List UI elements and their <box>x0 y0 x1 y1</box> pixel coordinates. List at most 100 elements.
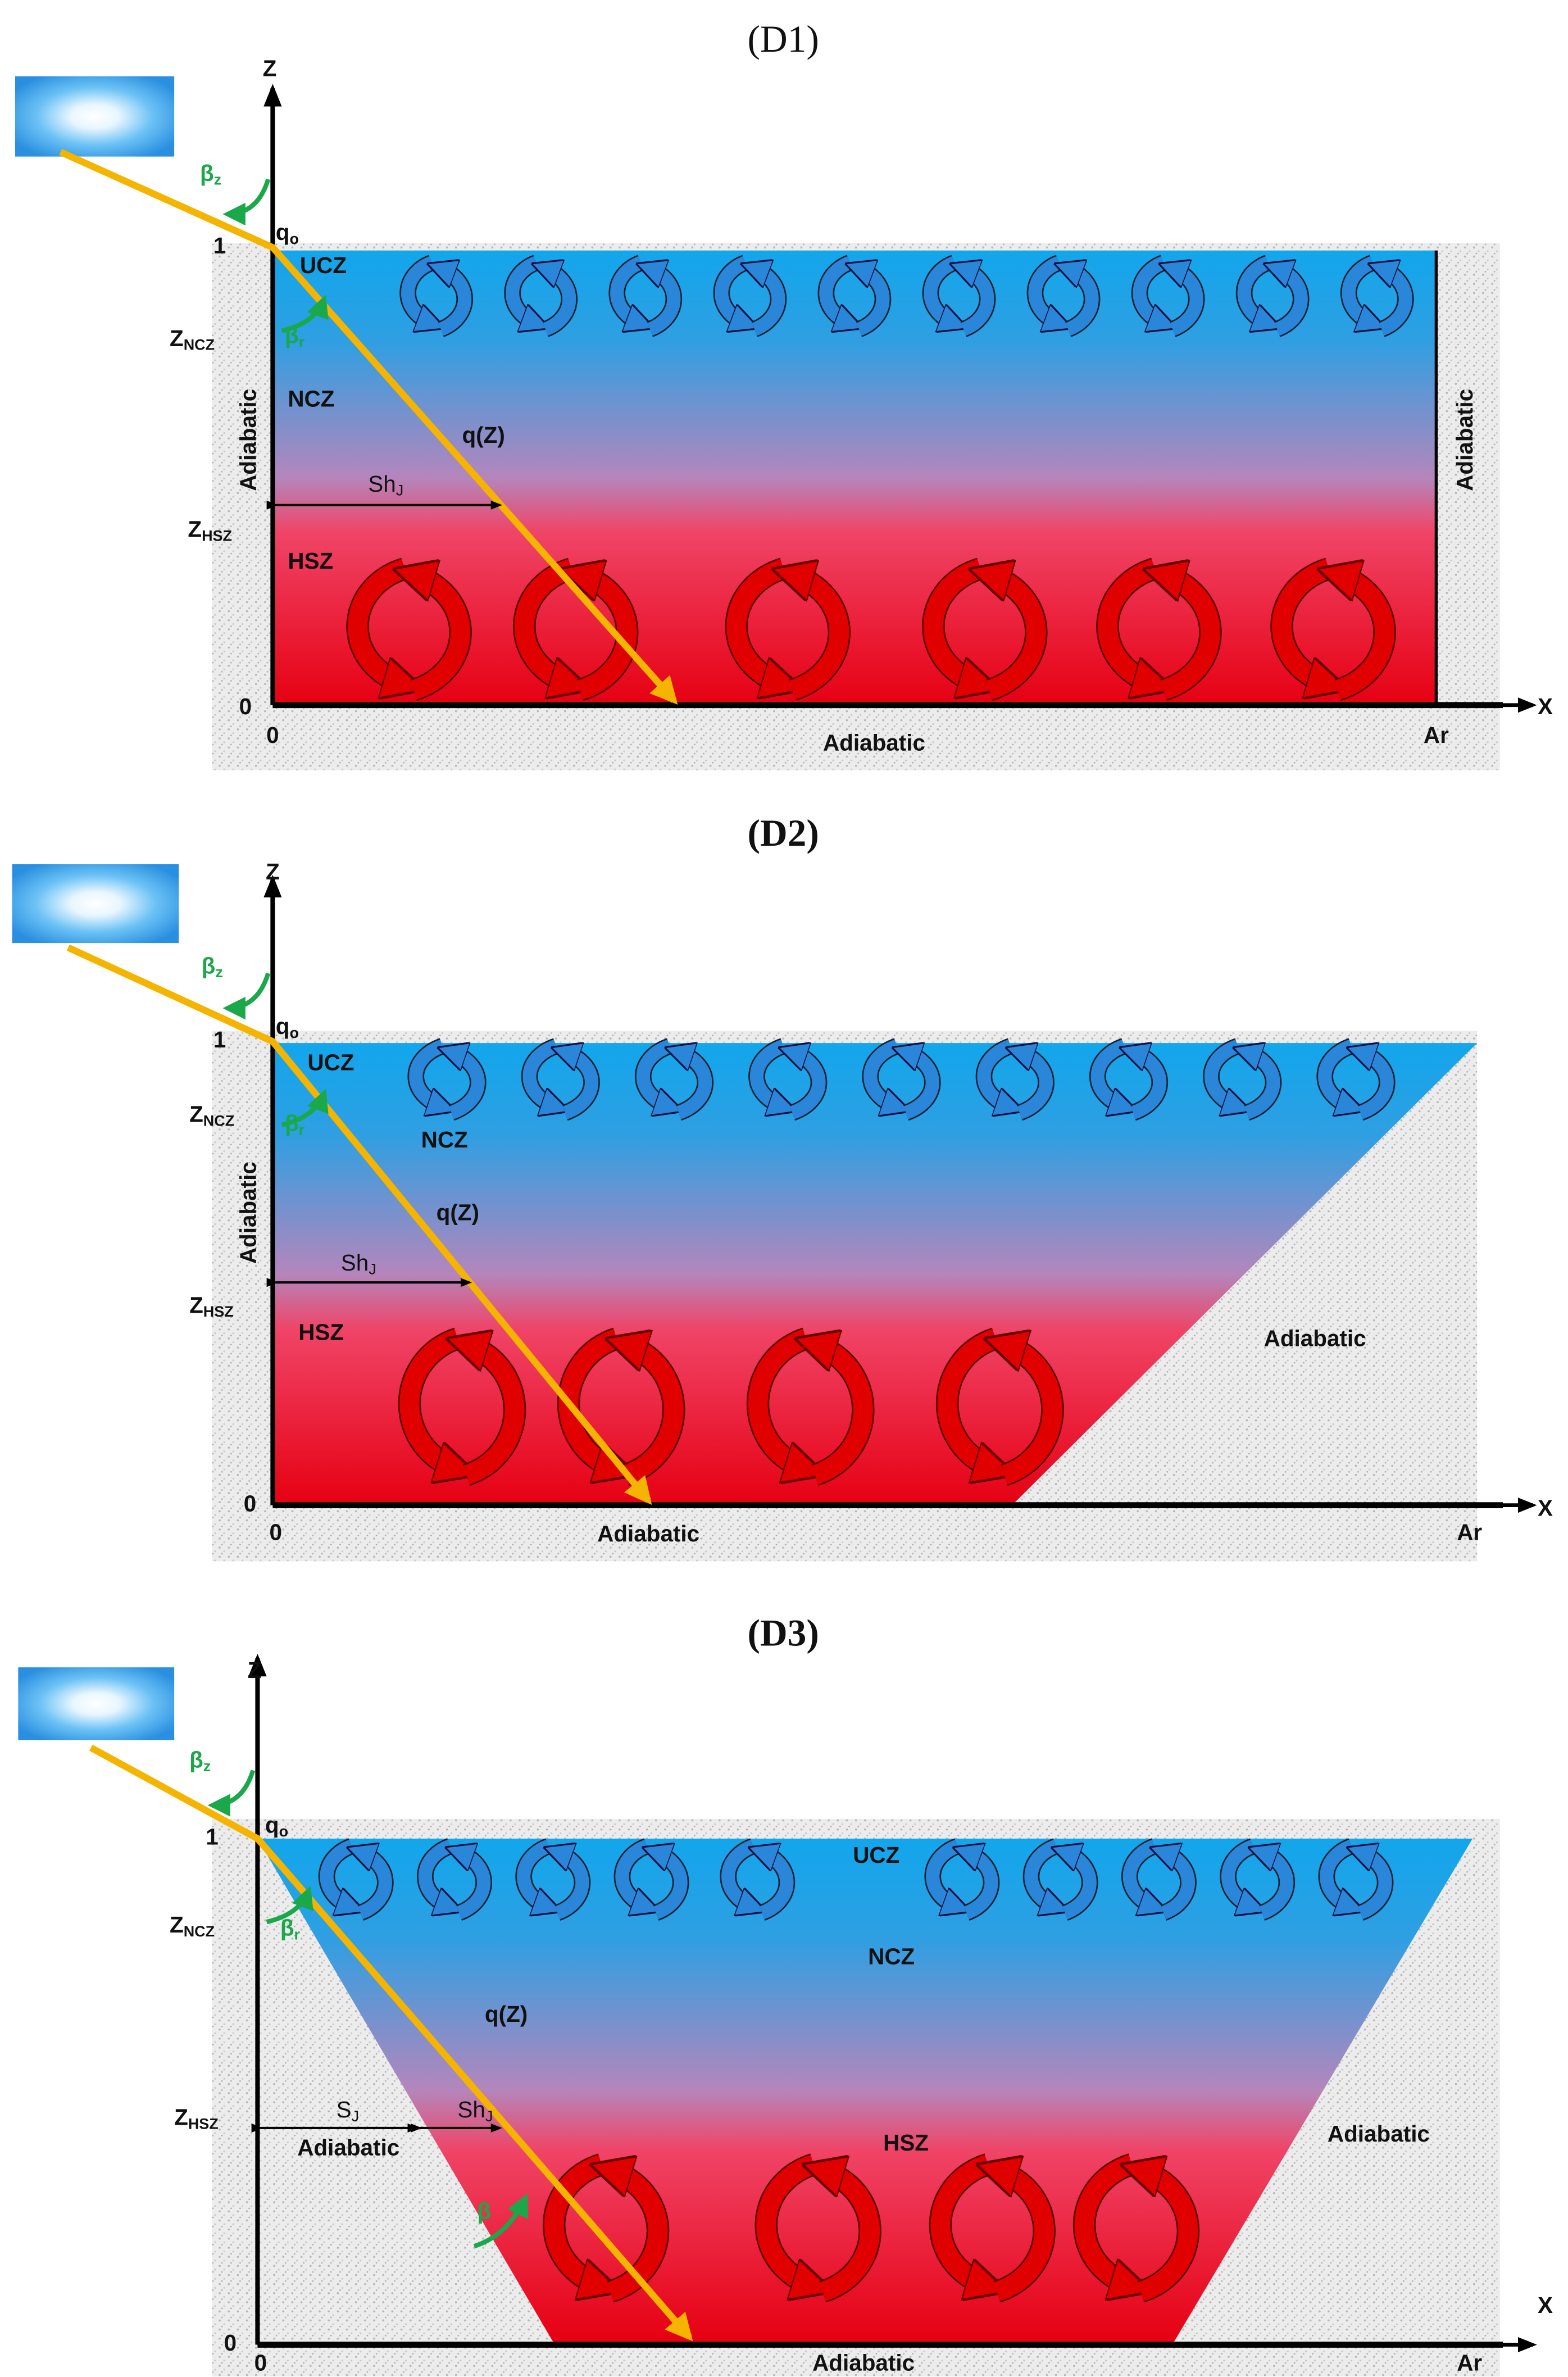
cell-arc <box>755 269 785 336</box>
cell-arc <box>656 1852 688 1920</box>
panel-title: (D3) <box>748 1612 819 1654</box>
x-right-label: Ar <box>1457 2349 1482 2375</box>
cell-arc <box>565 1052 599 1119</box>
cell-arc <box>467 1345 525 1485</box>
convection-cell-red <box>746 1327 875 1486</box>
z-bottom-label: 0 <box>244 1490 256 1516</box>
adiabatic-label: Adiabatic <box>823 730 925 756</box>
cell-arc <box>822 2170 880 2301</box>
cell-arc <box>452 1052 485 1119</box>
x-right-label: Ar <box>1457 1519 1482 1545</box>
beta-z-label: βz <box>189 1747 211 1775</box>
convection-cell-blue <box>1316 1038 1396 1121</box>
q0-label-main: q <box>276 219 290 245</box>
setback-label: SJ <box>337 2097 359 2125</box>
z-axis-label: Z <box>266 859 280 884</box>
cell-arc <box>1097 559 1154 684</box>
sun <box>18 1667 175 1740</box>
cell-arc <box>626 1345 684 1485</box>
convection-cell-red <box>512 557 639 701</box>
convection-cell-blue <box>1026 255 1101 337</box>
beta-z-label-sub: z <box>215 964 222 981</box>
z-bottom-label: 0 <box>224 2330 237 2356</box>
cell-arc <box>546 269 576 336</box>
adiabatic-label: Adiabatic <box>597 1521 699 1546</box>
z-axis-label: Z <box>248 1657 262 1683</box>
beta-z-label: βz <box>202 952 223 981</box>
ucz-label: UCZ <box>300 252 347 278</box>
cell-arc <box>611 2170 668 2301</box>
cell-arc <box>863 1040 897 1107</box>
convection-cell-blue <box>720 1838 796 1921</box>
z-bottom-label: 0 <box>239 693 252 719</box>
cell-arc <box>320 1839 352 1907</box>
q0-label: qo <box>276 1013 299 1041</box>
beta-z-label-sub: z <box>203 1758 211 1775</box>
convection-cell-blue <box>318 1838 394 1921</box>
ucz-label: UCZ <box>307 1050 354 1076</box>
beta-r-label: βr <box>285 1110 305 1138</box>
convection-cell-blue <box>1089 1038 1169 1121</box>
cell-arc <box>926 1839 957 1907</box>
sun <box>15 76 175 157</box>
beta-r-arrow <box>281 294 329 333</box>
cell-arc <box>1020 1052 1053 1119</box>
z-ncz-label: ZNCZ <box>189 1101 234 1129</box>
cell-arc <box>401 256 431 323</box>
cell-arc <box>1237 256 1268 323</box>
z-hsz-label: ZHSZ <box>189 1292 234 1320</box>
flux-label: q(Z) <box>437 1200 479 1226</box>
shading-label-sub: J <box>369 1261 376 1278</box>
x-left-label: 0 <box>266 722 279 748</box>
convection-cell-red <box>543 2153 670 2303</box>
cell-arc <box>1074 2154 1131 2286</box>
shading-label-main: Sh <box>341 1250 369 1276</box>
cell-arc <box>1065 1852 1097 1920</box>
cell-arc <box>1204 1040 1238 1107</box>
convection-cell-blue <box>1235 255 1310 337</box>
beta-z-arrow <box>222 972 271 1020</box>
flux-label: q(Z) <box>462 422 505 448</box>
z-axis-label: Z <box>263 56 277 81</box>
ncz-label: NCZ <box>421 1127 468 1153</box>
q0-label: qo <box>265 1812 288 1840</box>
cell-arc <box>997 2170 1055 2301</box>
q0-label: qo <box>276 219 299 247</box>
cell-arc <box>1262 1852 1294 1920</box>
cell-arc <box>1247 1052 1280 1119</box>
convection-cell-blue <box>1121 1838 1197 1921</box>
cell-arc <box>409 1040 442 1107</box>
cell-arc <box>580 575 637 700</box>
z-top-label: 1 <box>213 233 226 258</box>
x-left-label: 0 <box>270 1519 283 1545</box>
cell-arc <box>1277 269 1308 336</box>
cell-arc <box>748 1329 806 1469</box>
beta-z-label-sub: z <box>214 171 221 188</box>
z-hsz-label-sub: HSZ <box>188 2116 219 2133</box>
cell-arc <box>517 1839 548 1907</box>
convection-cell-blue <box>399 255 473 337</box>
beta-z-arrow <box>207 1770 256 1817</box>
cell-arc <box>966 1852 998 1920</box>
cell-arc <box>650 269 681 336</box>
cell-arc <box>756 2154 813 2286</box>
shading-label-main: Sh <box>368 470 396 496</box>
convection-cell-red <box>398 1327 526 1486</box>
cell-arc <box>1381 269 1412 336</box>
beta-r-arrow <box>281 1088 329 1127</box>
solar-ray <box>59 148 678 705</box>
panel-title: (D2) <box>748 812 819 854</box>
convection-cell-blue <box>922 255 996 337</box>
beta-z-label-main: β <box>202 952 216 978</box>
beta-z-label-main: β <box>200 160 214 186</box>
q0-label-sub: o <box>289 1024 298 1041</box>
beta-z-label: βz <box>200 160 221 188</box>
hsz-label: HSZ <box>298 1319 344 1345</box>
ucz-label: UCZ <box>853 1842 899 1868</box>
flux-label: q(Z) <box>485 2001 528 2027</box>
slope-angle-arrow <box>473 2193 528 2249</box>
adiabatic-label: Adiabatic <box>1452 389 1478 491</box>
shading-label: ShJ <box>341 1250 376 1278</box>
cell-arc <box>1005 1345 1062 1485</box>
